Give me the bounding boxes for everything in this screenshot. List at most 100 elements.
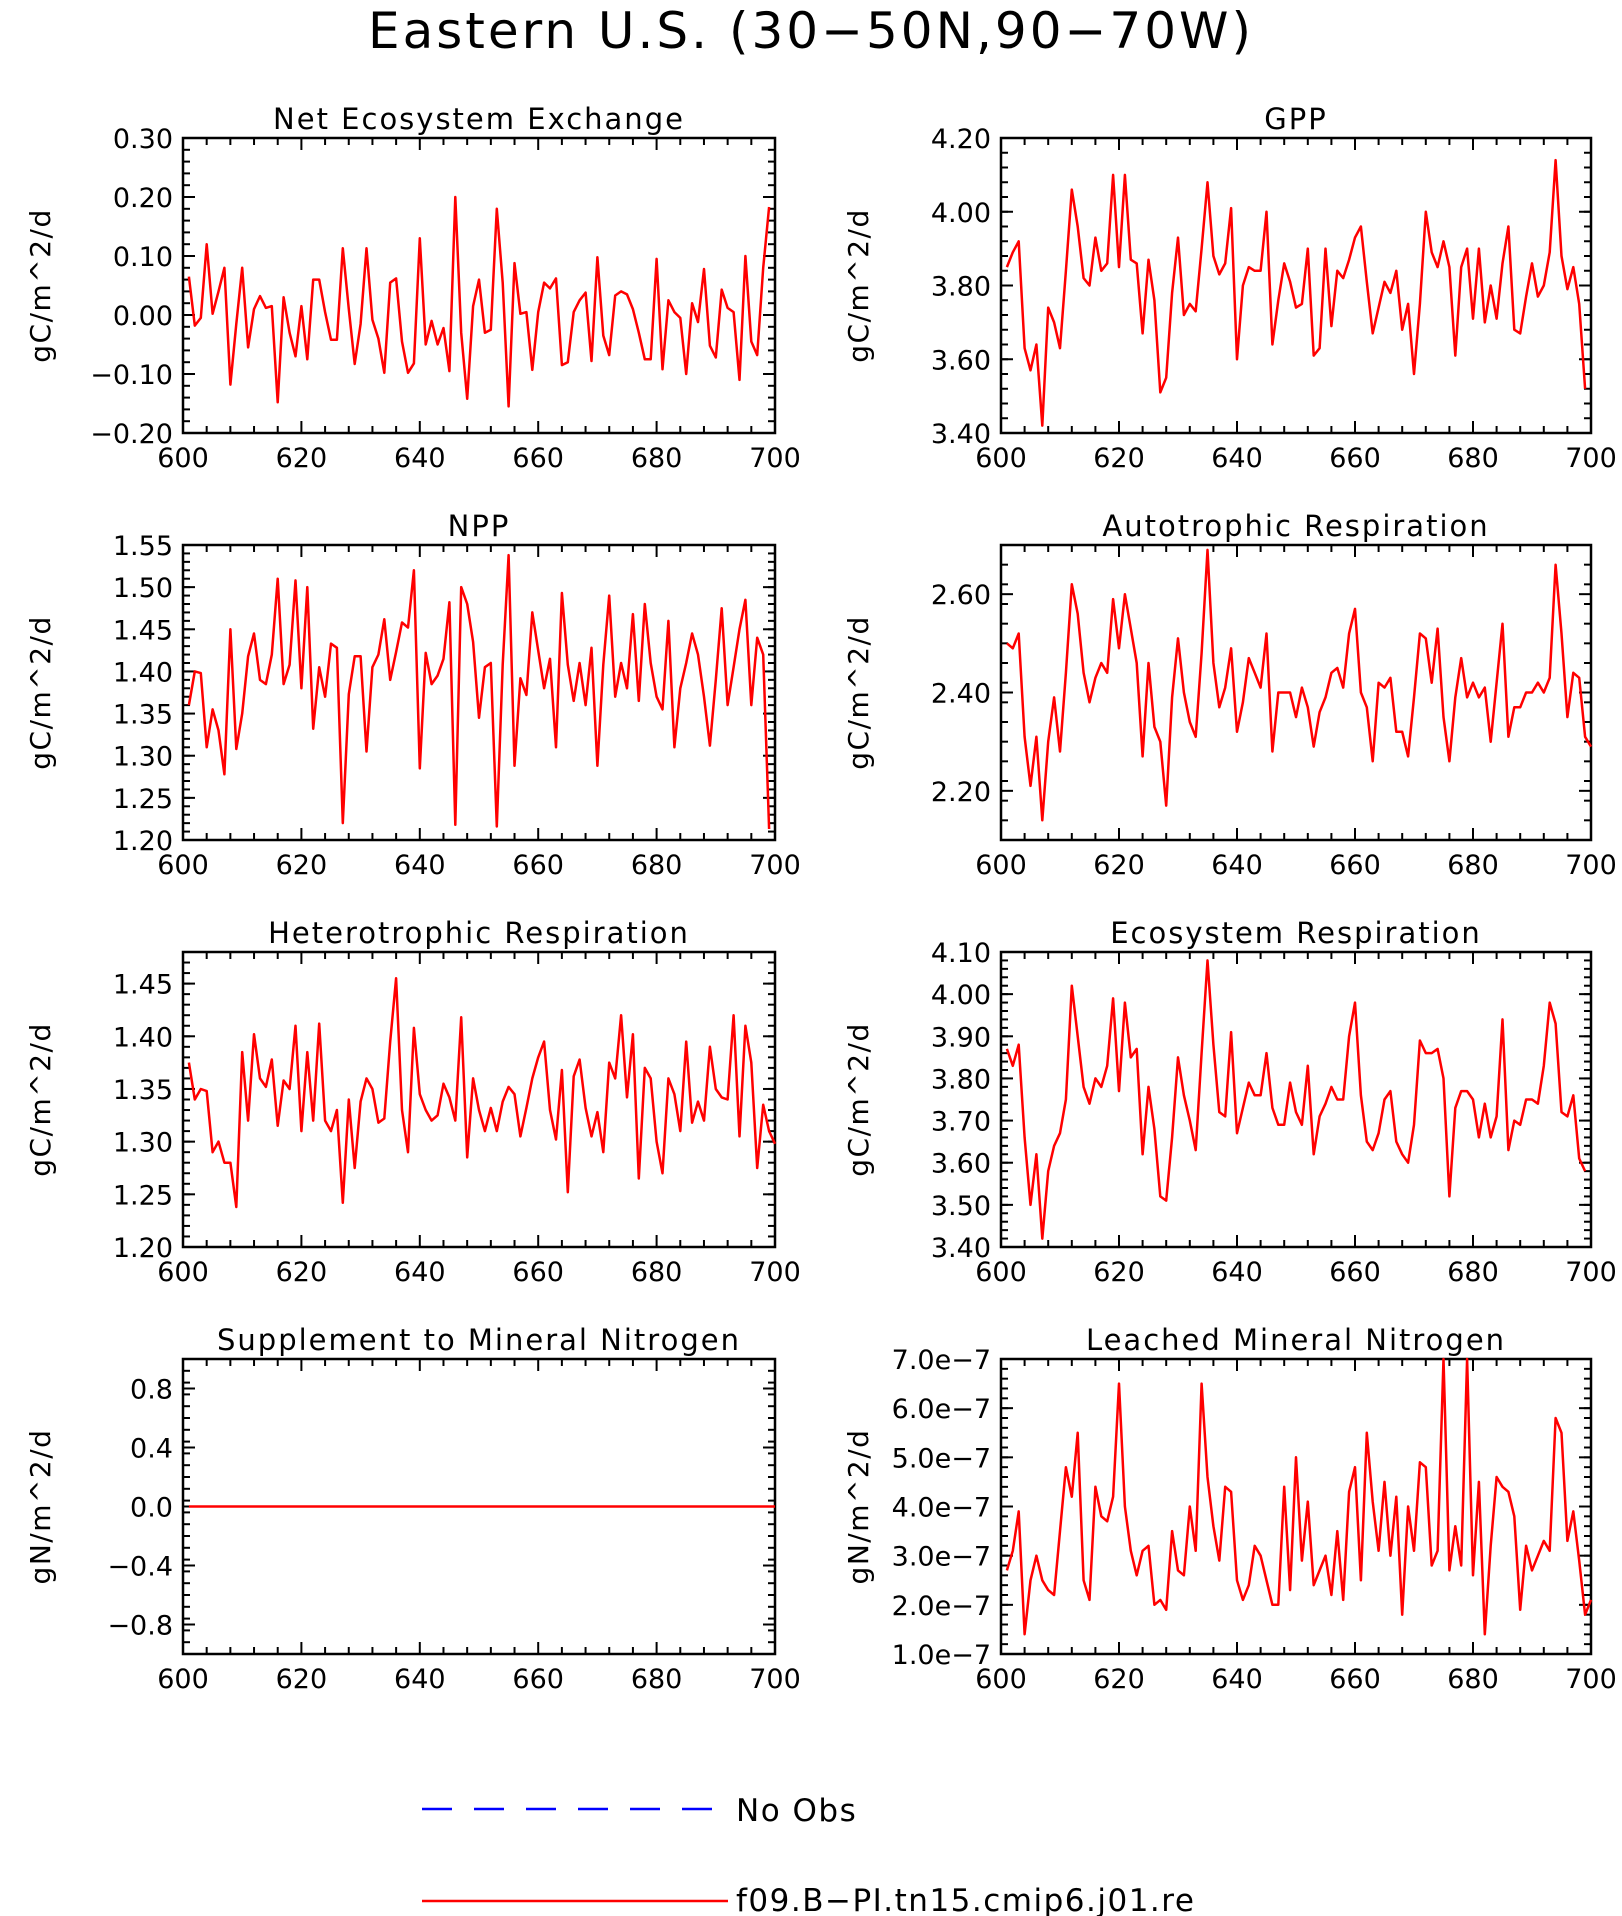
- x-tick-label: 680: [631, 1664, 683, 1695]
- y-tick-label: −0.20: [90, 419, 173, 450]
- panel-title: Supplement to Mineral Nitrogen: [217, 1323, 741, 1357]
- x-tick-label: 700: [749, 1257, 801, 1288]
- panel-title: Autotrophic Respiration: [1102, 509, 1489, 543]
- y-axis-label: gC/m^2/d: [842, 208, 875, 363]
- y-tick-label: −0.4: [107, 1552, 173, 1583]
- x-tick-label: 600: [157, 1664, 209, 1695]
- plot-frame: [181, 136, 777, 435]
- figure-title: Eastern U.S. (30−50N,90−70W): [368, 2, 1254, 60]
- legend-label: No Obs: [736, 1793, 857, 1829]
- panel-title: Leached Mineral Nitrogen: [1086, 1323, 1506, 1357]
- y-tick-label: 1.30: [113, 1128, 173, 1159]
- x-tick-label: 680: [1447, 850, 1499, 881]
- x-tick-label: 660: [512, 443, 564, 474]
- x-tick-label: 620: [276, 1257, 328, 1288]
- y-tick-label: 1.50: [113, 573, 173, 604]
- y-tick-label: 4.10: [931, 938, 991, 969]
- legend-item-model: f09.B−PI.tn15.cmip6.j01.re: [422, 1883, 1195, 1916]
- panel-title: Heterotrophic Respiration: [268, 916, 690, 950]
- y-tick-label: 1.45: [113, 970, 173, 1001]
- y-tick-label: 1.55: [113, 531, 173, 562]
- y-tick-label: 0.4: [130, 1434, 173, 1465]
- plot-frame: [999, 543, 1593, 842]
- y-tick-label: 2.60: [931, 580, 991, 611]
- x-tick-label: 700: [1565, 1664, 1617, 1695]
- y-axis-label: gN/m^2/d: [24, 1429, 57, 1585]
- x-tick-label: 700: [1565, 443, 1617, 474]
- x-tick-label: 680: [631, 443, 683, 474]
- legend-item-obs: No Obs: [422, 1793, 857, 1829]
- x-tick-label: 620: [1093, 1664, 1145, 1695]
- x-tick-label: 700: [1565, 850, 1617, 881]
- series-line: [1005, 1357, 1593, 1636]
- x-tick-label: 680: [631, 1257, 683, 1288]
- y-tick-label: 2.20: [931, 777, 991, 808]
- x-tick-label: 660: [1329, 1257, 1381, 1288]
- x-tick-label: 600: [975, 850, 1027, 881]
- y-axis-label: gC/m^2/d: [842, 615, 875, 770]
- x-tick-label: 640: [394, 443, 446, 474]
- x-tick-label: 660: [512, 1257, 564, 1288]
- y-tick-label: 1.0e−7: [892, 1640, 991, 1671]
- panel-title: GPP: [1264, 102, 1327, 136]
- y-tick-label: 4.20: [931, 124, 991, 155]
- y-tick-label: 7.0e−7: [892, 1345, 991, 1376]
- x-tick-label: 700: [749, 443, 801, 474]
- y-tick-label: 4.00: [931, 198, 991, 229]
- x-tick-label: 600: [975, 443, 1027, 474]
- y-tick-label: 3.80: [931, 272, 991, 303]
- x-tick-label: 640: [1211, 1664, 1263, 1695]
- chart-panel-5: Heterotrophic Respiration 600 620 640 660 680…: [24, 916, 801, 1288]
- y-tick-label: 1.35: [113, 1075, 173, 1106]
- chart-panel-3: NPP 600 620 640 660 680 700 1.20 1.25 1.30 1.35 1.4…: [24, 509, 801, 881]
- series-line: [187, 977, 777, 1209]
- chart-panel-1: Net Ecosystem Exchange 600 620 640 660 680 700…: [24, 102, 801, 474]
- y-tick-label: −0.8: [107, 1611, 173, 1642]
- chart-panel-2: GPP 600 620 640 660 680 700 3.40 3.60 3.80 4.00 4.2…: [842, 102, 1617, 474]
- series-line: [1005, 158, 1587, 427]
- y-tick-label: 0.8: [130, 1375, 173, 1406]
- x-tick-label: 620: [276, 1664, 328, 1695]
- y-tick-label: 1.30: [113, 742, 173, 773]
- y-tick-label: 2.40: [931, 679, 991, 710]
- y-tick-label: 3.0e−7: [892, 1542, 991, 1573]
- x-tick-label: 640: [394, 850, 446, 881]
- plot-frame: [181, 950, 777, 1249]
- y-tick-label: 1.25: [113, 1180, 173, 1211]
- x-tick-label: 640: [394, 1257, 446, 1288]
- y-axis-label: gC/m^2/d: [24, 208, 57, 363]
- series-line: [187, 553, 771, 830]
- y-tick-label: 3.70: [931, 1107, 991, 1138]
- y-tick-label: 0.00: [113, 301, 173, 332]
- y-axis-label: gN/m^2/d: [842, 1429, 875, 1585]
- y-tick-label: 3.80: [931, 1064, 991, 1095]
- x-tick-label: 660: [512, 850, 564, 881]
- plot-frame: [181, 543, 777, 842]
- y-tick-label: 4.00: [931, 980, 991, 1011]
- x-tick-label: 700: [1565, 1257, 1617, 1288]
- x-tick-label: 620: [276, 443, 328, 474]
- y-axis-label: gC/m^2/d: [24, 1022, 57, 1177]
- y-tick-label: 0.30: [113, 124, 173, 155]
- chart-panel-7: Supplement to Mineral Nitrogen 600 620 640 6…: [24, 1323, 801, 1695]
- panel-title: Net Ecosystem Exchange: [273, 102, 685, 136]
- x-tick-label: 660: [1329, 850, 1381, 881]
- y-tick-label: 5.0e−7: [892, 1443, 991, 1474]
- x-tick-label: 600: [975, 1257, 1027, 1288]
- x-tick-label: 660: [512, 1664, 564, 1695]
- x-tick-label: 620: [1093, 1257, 1145, 1288]
- y-tick-label: −0.10: [90, 360, 173, 391]
- legend-label: f09.B−PI.tn15.cmip6.j01.re: [736, 1883, 1195, 1916]
- y-tick-label: 3.60: [931, 345, 991, 376]
- y-tick-label: 0.0: [130, 1493, 173, 1524]
- y-tick-label: 3.60: [931, 1149, 991, 1180]
- x-tick-label: 660: [1329, 1664, 1381, 1695]
- x-tick-label: 620: [1093, 850, 1145, 881]
- x-tick-label: 600: [157, 443, 209, 474]
- x-tick-label: 680: [1447, 1664, 1499, 1695]
- x-tick-label: 640: [1211, 443, 1263, 474]
- y-tick-label: 4.0e−7: [892, 1493, 991, 1524]
- y-tick-label: 3.40: [931, 419, 991, 450]
- y-tick-label: 3.40: [931, 1233, 991, 1264]
